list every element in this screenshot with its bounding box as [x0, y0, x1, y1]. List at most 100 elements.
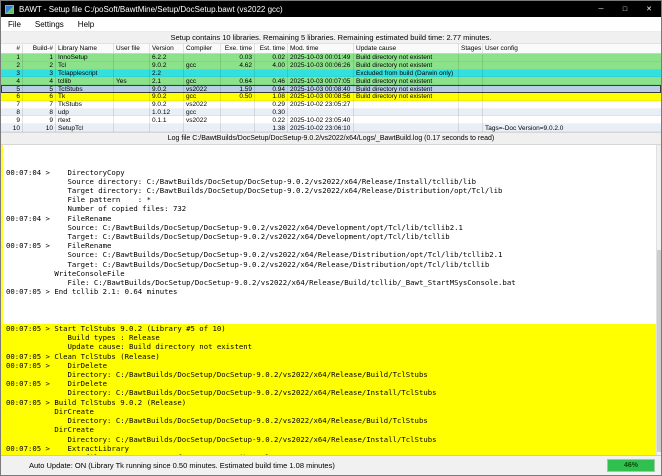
cell-mod-time: 2025-10-02 23:06:10 [288, 124, 354, 132]
table-row[interactable]: 7 7 TkStubs 9.0.2 vs2022 0.29 2025-10-02… [1, 100, 661, 109]
column-header-compiler[interactable]: Compiler [184, 44, 221, 53]
log-line: 00:07:05 > Clean TclStubs (Release) [6, 351, 160, 361]
cell-version: 1.0.12 [150, 108, 184, 117]
log-line: 00:07:05 > DirDelete [6, 360, 108, 370]
library-table: # Build-# Library Name User file Version… [1, 44, 661, 132]
cell-user-config [483, 77, 661, 85]
cell-version: 6.2.2 [150, 54, 184, 62]
cell-user-file: Yes [114, 77, 150, 86]
table-row[interactable]: 5 5 TclStubs 9.0.2 vs2022 1.59 0.94 2025… [1, 85, 661, 93]
cell-index: 10 [1, 124, 23, 132]
cell-stages [459, 116, 483, 125]
cell-mod-time: 2025-10-03 00:08:56 [288, 92, 354, 101]
status-bar: Auto Update: ON (Library Tk running sinc… [1, 455, 661, 475]
cell-user-config [483, 54, 661, 62]
cell-version: 2.1 [150, 77, 184, 86]
cell-version: 9.0.2 [150, 85, 184, 93]
cell-exe-time [221, 100, 255, 109]
title-bar: BAWT - Setup file C:/poSoft/BawtMine/Set… [1, 1, 661, 17]
cell-build-num: 5 [23, 85, 56, 93]
cell-user-file [114, 61, 150, 70]
minimize-button[interactable]: ─ [598, 5, 604, 13]
cell-build-num: 6 [23, 92, 56, 101]
app-icon [5, 4, 14, 14]
cell-index: 2 [1, 61, 23, 70]
column-header-build-num[interactable]: Build-# [23, 44, 56, 53]
cell-compiler [184, 124, 221, 132]
log-line: 00:07:05 > ExtractLibrary [6, 443, 130, 453]
cell-update-cause: Excluded from build (Darwin only) [354, 69, 459, 78]
table-row[interactable]: 4 4 tcllib Yes 2.1 gcc 0.64 0.46 2025-10… [1, 77, 661, 86]
menu-item-help[interactable]: Help [77, 19, 95, 29]
cell-compiler: vs2022 [184, 85, 221, 93]
column-header-user-config[interactable]: User config [485, 45, 518, 52]
cell-est-time: 0.22 [255, 116, 288, 125]
cell-update-cause: Build directory not existent [354, 61, 459, 70]
cell-stages [459, 92, 483, 101]
table-row[interactable]: 10 10 SetupTcl 1.38 2025-10-02 23:06:10 … [1, 124, 661, 132]
log-section-tcllib: 00:07:04 > DirectoryCopy Source director… [1, 168, 661, 306]
cell-version [150, 124, 184, 132]
cell-user-file [114, 116, 150, 125]
column-header-exe-time[interactable]: Exe. time [221, 44, 255, 53]
menu-item-settings[interactable]: Settings [34, 19, 64, 29]
cell-mod-time [288, 69, 354, 78]
cell-exe-time: 0.64 [221, 77, 255, 86]
progress-indicator: 46% [607, 459, 655, 472]
maximize-button[interactable]: □ [622, 5, 628, 13]
column-header-index[interactable]: # [1, 44, 23, 53]
log-line: WriteConsoleFile [6, 268, 125, 278]
table-row[interactable]: 9 9 rtext 0.1.1 vs2022 0.22 2025-10-02 2… [1, 116, 661, 125]
cell-user-file [114, 69, 150, 78]
table-row[interactable]: 8 8 udp 1.0.12 gcc 0.30 [1, 108, 661, 117]
cell-update-cause [354, 100, 459, 109]
log-line: Directory: C:/BawtBuilds/DocSetup/DocSet… [6, 388, 437, 398]
cell-stages [459, 124, 483, 132]
cell-user-config [483, 116, 661, 124]
cell-version: 0.1.1 [150, 116, 184, 125]
cell-exe-time [221, 108, 255, 117]
cell-user-config [483, 93, 661, 101]
cell-user-file [114, 92, 150, 101]
cell-est-time: 1.08 [255, 92, 288, 101]
log-line: 00:07:05 > DirDelete [6, 379, 108, 389]
cell-library-name: TkStubs [56, 100, 114, 109]
window-controls: ─ □ ✕ [589, 1, 661, 17]
cell-build-num: 4 [23, 77, 56, 86]
table-row[interactable]: 1 1 InnoSetup 6.2.2 0.03 0.02 2025-10-03… [1, 54, 661, 62]
cell-compiler [184, 69, 221, 78]
cell-build-num: 7 [23, 100, 56, 109]
column-header-mod-time[interactable]: Mod. time [288, 44, 354, 53]
close-button[interactable]: ✕ [646, 6, 652, 13]
cell-compiler [184, 54, 221, 62]
cell-version: 2.2 [150, 69, 184, 78]
log-line: 00:07:04 > DirectoryCopy [6, 167, 125, 177]
cell-user-config: Tags=-Doc Version=9.0.2.0 [485, 124, 564, 132]
cell-version: 9.0.2 [150, 61, 184, 70]
column-header-library-name[interactable]: Library Name [56, 44, 114, 53]
cell-exe-time [221, 69, 255, 78]
column-header-stages[interactable]: Stages [461, 44, 483, 53]
log-line: DirCreate [6, 406, 94, 416]
menu-item-file[interactable]: File [8, 19, 21, 29]
column-header-version[interactable]: Version [150, 44, 184, 53]
log-line: 00:07:04 > FileRename [6, 213, 112, 223]
column-header-update-cause[interactable]: Update cause [354, 44, 459, 53]
cell-index: 8 [1, 108, 23, 117]
table-row[interactable]: 6 6 Tk 9.0.2 gcc 0.50 1.08 2025-10-03 00… [1, 92, 661, 101]
table-body: 1 1 InnoSetup 6.2.2 0.03 0.02 2025-10-03… [1, 54, 661, 132]
log-line: DirCreate [6, 425, 94, 435]
log-scrollbar[interactable] [656, 145, 661, 455]
build-log[interactable]: 00:07:04 > DirectoryCopy Source director… [1, 145, 661, 455]
column-header-est-time[interactable]: Est. time [255, 44, 288, 53]
table-row[interactable]: 2 2 Tcl 9.0.2 gcc 4.62 4.00 2025-10-03 0… [1, 61, 661, 70]
cell-mod-time: 2025-10-03 00:06:26 [288, 61, 354, 70]
cell-user-file [114, 108, 150, 117]
column-header-user-file[interactable]: User file [114, 44, 150, 53]
cell-mod-time [288, 108, 354, 117]
log-scrollbar-thumb[interactable] [657, 250, 661, 452]
auto-update-status: Auto Update: ON (Library Tk running sinc… [29, 461, 335, 470]
log-line: Update cause: Build directory not existe… [6, 342, 253, 352]
cell-exe-time: 0.03 [221, 54, 255, 62]
table-row[interactable]: 3 3 Tclapplescript 2.2 Excluded from bui… [1, 69, 661, 78]
